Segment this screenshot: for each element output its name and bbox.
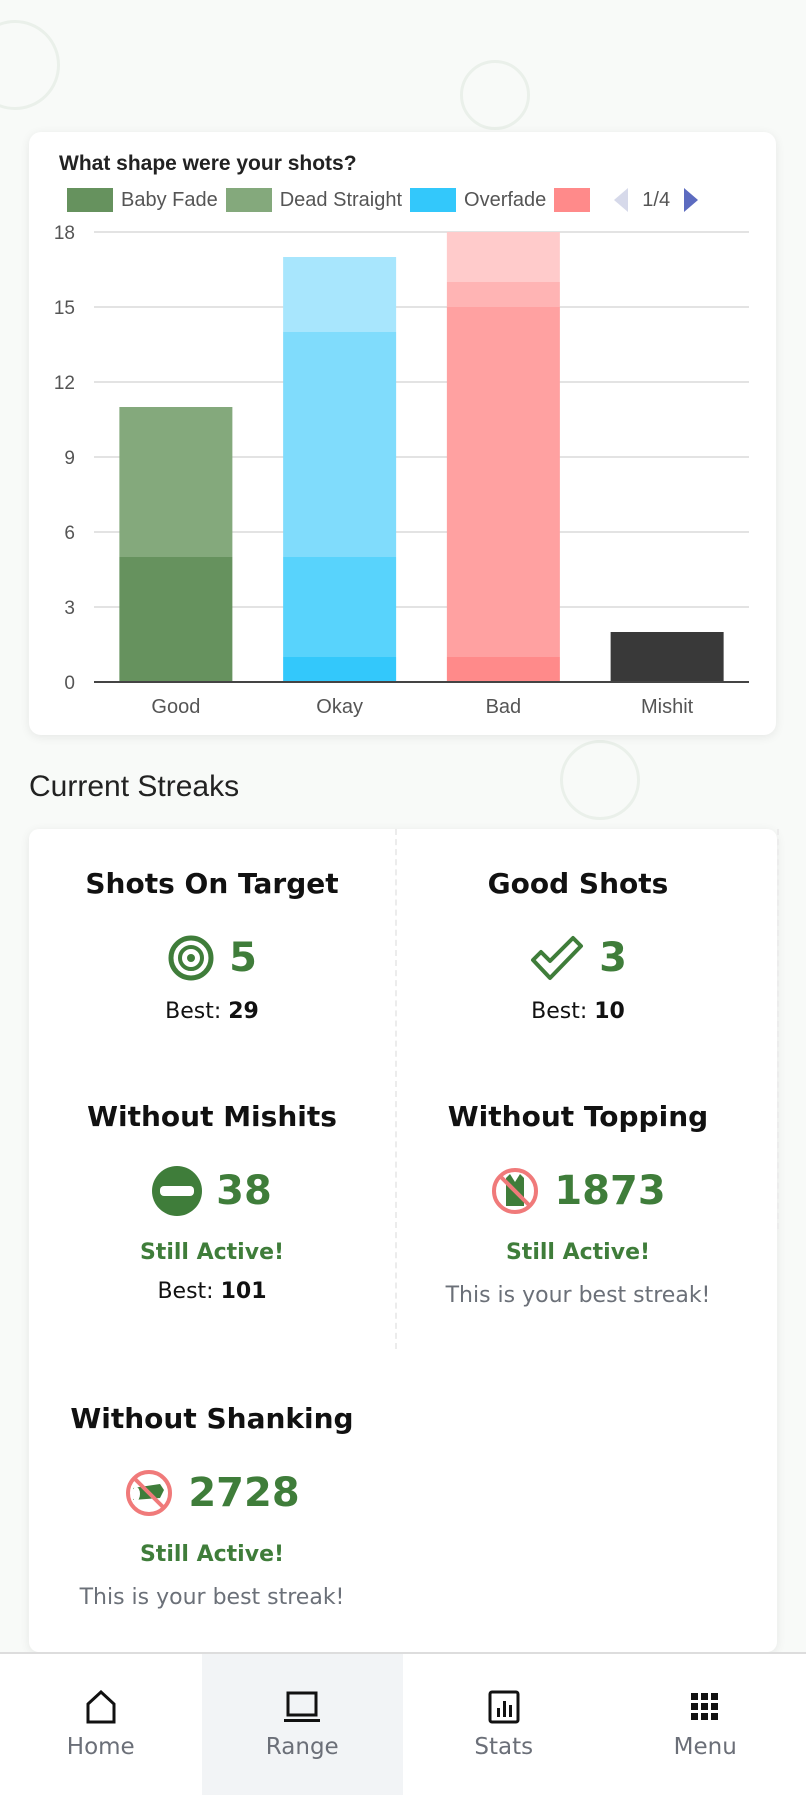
bar-segment-good — [119, 407, 233, 557]
nav-label: Stats — [474, 1734, 534, 1760]
y-tick-label: 12 — [54, 373, 75, 394]
checkmark-icon — [531, 936, 584, 980]
x-tick-label: Mishit — [641, 696, 694, 718]
background-pattern — [0, 20, 60, 110]
best-label: Best: — [165, 999, 222, 1024]
nav-label: Range — [265, 1734, 339, 1760]
streak-good-shots: Good Shots 3 Best: 10 — [395, 867, 761, 1024]
streak-title: Without Topping — [447, 1100, 709, 1133]
chart-legend: Baby Fade Dead Straight Overfade 1/4 — [67, 188, 699, 212]
legend-label: Overfade — [464, 188, 547, 211]
y-tick-label: 18 — [54, 223, 75, 244]
streak-shots-on-target: Shots On Target 5 Best: 29 — [29, 867, 395, 1024]
current-streaks-heading: Current Streaks — [29, 770, 240, 803]
y-tick-label: 15 — [54, 298, 75, 319]
legend-swatch — [410, 188, 457, 212]
streak-value: 3 — [599, 935, 627, 981]
home-icon — [86, 1690, 116, 1724]
streak-without-shanking: Without Shanking 2728 Still Active! This… — [29, 1402, 395, 1610]
best-value: 10 — [594, 999, 625, 1024]
nav-menu[interactable]: Menu — [605, 1654, 806, 1795]
legend-next-icon[interactable] — [684, 188, 699, 212]
legend-item-dead-straight[interactable]: Dead Straight — [225, 188, 403, 212]
nav-label: Menu — [673, 1734, 737, 1760]
legend-item-baby-fade[interactable]: Baby Fade — [67, 188, 218, 212]
bar-segment-okay — [283, 332, 397, 557]
streak-value: 38 — [216, 1168, 272, 1214]
bar-segment-bad — [446, 282, 560, 307]
legend-swatch — [554, 188, 591, 212]
y-tick-label: 3 — [64, 598, 75, 619]
streak-title: Good Shots — [487, 867, 669, 900]
legend-prev-icon[interactable] — [614, 188, 629, 212]
nav-stats[interactable]: Stats — [403, 1654, 605, 1795]
legend-label: Dead Straight — [279, 188, 403, 211]
best-label: Best: — [157, 1279, 214, 1304]
legend-swatch — [225, 188, 272, 212]
no-shank-icon — [126, 1470, 173, 1516]
streak-without-mishits: Without Mishits 38 Still Active! Best: 1… — [29, 1100, 395, 1304]
bar-segment-bad — [446, 307, 560, 657]
y-tick-label: 6 — [64, 523, 75, 544]
grid-menu-icon — [691, 1693, 719, 1720]
best-value: 29 — [228, 999, 259, 1024]
streak-without-topping: Without Topping 1873 Still Active! This … — [395, 1100, 761, 1308]
no-entry-icon — [152, 1166, 203, 1216]
streak-value: 2728 — [188, 1470, 300, 1516]
column-divider — [777, 829, 779, 1229]
no-topping-icon — [492, 1168, 539, 1214]
streak-status: Still Active! — [505, 1240, 651, 1265]
streak-value: 1873 — [554, 1168, 666, 1214]
nav-label: Home — [66, 1734, 135, 1760]
streak-value: 5 — [229, 935, 257, 981]
bar-segment-okay — [283, 257, 397, 332]
bar-segment-good — [119, 557, 233, 682]
streak-status: Still Active! — [139, 1240, 285, 1265]
streaks-card: Shots On Target 5 Best: 29 Good Shots 3 … — [29, 829, 779, 1652]
column-divider — [395, 829, 397, 1349]
streak-best: Best: 29 — [29, 999, 395, 1024]
legend-page-indicator: 1/4 — [642, 188, 671, 211]
y-tick-label: 9 — [64, 448, 75, 469]
bar-segment-bad — [446, 232, 560, 282]
laptop-icon — [284, 1691, 321, 1722]
streak-title: Shots On Target — [85, 867, 339, 900]
bottom-navigation: Home Range Stats Menu — [0, 1652, 806, 1795]
stats-icon — [488, 1690, 520, 1724]
target-icon — [168, 935, 214, 981]
x-tick-label: Okay — [316, 696, 363, 718]
streak-best: Best: 101 — [29, 1279, 395, 1304]
streak-best: Best: 10 — [395, 999, 761, 1024]
shot-shape-chart: 0 3 6 9 12 15 18 Good Okay Bad Mishit — [54, 223, 749, 718]
bar-segment-bad — [446, 657, 560, 682]
best-label: Best: — [531, 999, 588, 1024]
legend-item-4[interactable] — [554, 188, 598, 212]
bar-segment-okay — [283, 557, 397, 657]
x-tick-label: Good — [151, 696, 200, 718]
streak-title: Without Mishits — [87, 1100, 337, 1133]
best-value: 101 — [220, 1279, 267, 1304]
chart-title: What shape were your shots? — [59, 152, 357, 175]
bar-segment-mishit — [610, 632, 724, 682]
best-streak-message: This is your best streak! — [79, 1585, 345, 1610]
streak-title: Without Shanking — [70, 1402, 354, 1435]
x-tick-label: Bad — [486, 696, 522, 718]
streak-status: Still Active! — [139, 1542, 285, 1567]
background-pattern — [560, 740, 640, 820]
background-pattern — [460, 60, 530, 130]
shot-shape-chart-card: 0 3 6 9 12 15 18 Good Okay Bad Mishit What shape w… — [29, 132, 776, 735]
legend-label: Baby Fade — [121, 188, 218, 211]
legend-pager: 1/4 — [614, 188, 699, 212]
y-tick-label: 0 — [64, 673, 75, 694]
nav-range[interactable]: Range — [201, 1654, 403, 1795]
best-streak-message: This is your best streak! — [445, 1283, 711, 1308]
legend-item-overfade[interactable]: Overfade — [410, 188, 546, 212]
legend-swatch — [67, 188, 113, 212]
nav-home[interactable]: Home — [0, 1654, 202, 1795]
bar-segment-okay — [283, 657, 397, 682]
